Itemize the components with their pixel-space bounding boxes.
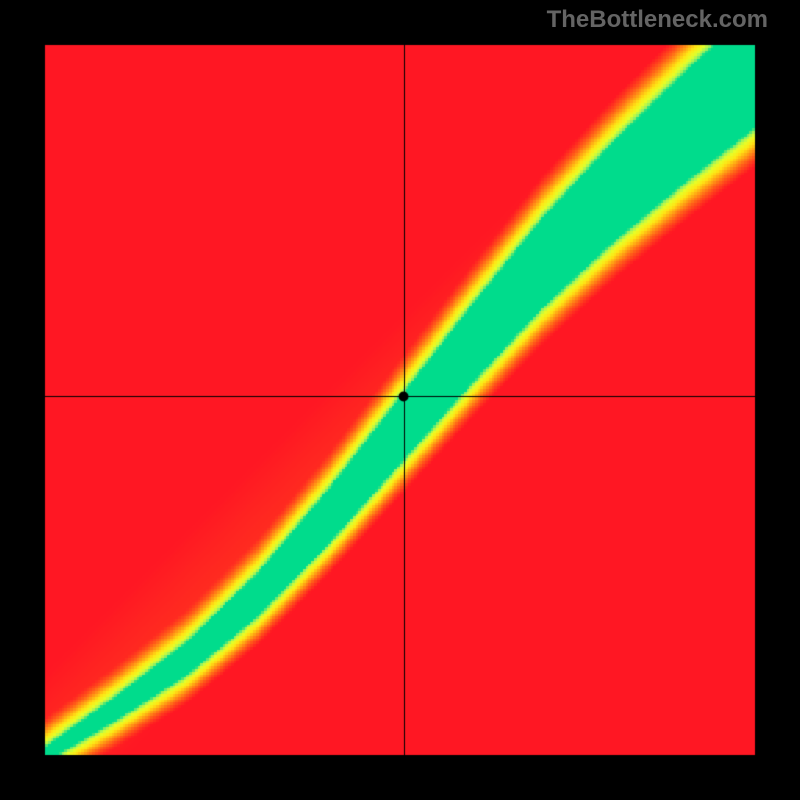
watermark-text: TheBottleneck.com [547,6,768,34]
bottleneck-heatmap [0,0,800,800]
chart-container: TheBottleneck.com [0,0,800,800]
